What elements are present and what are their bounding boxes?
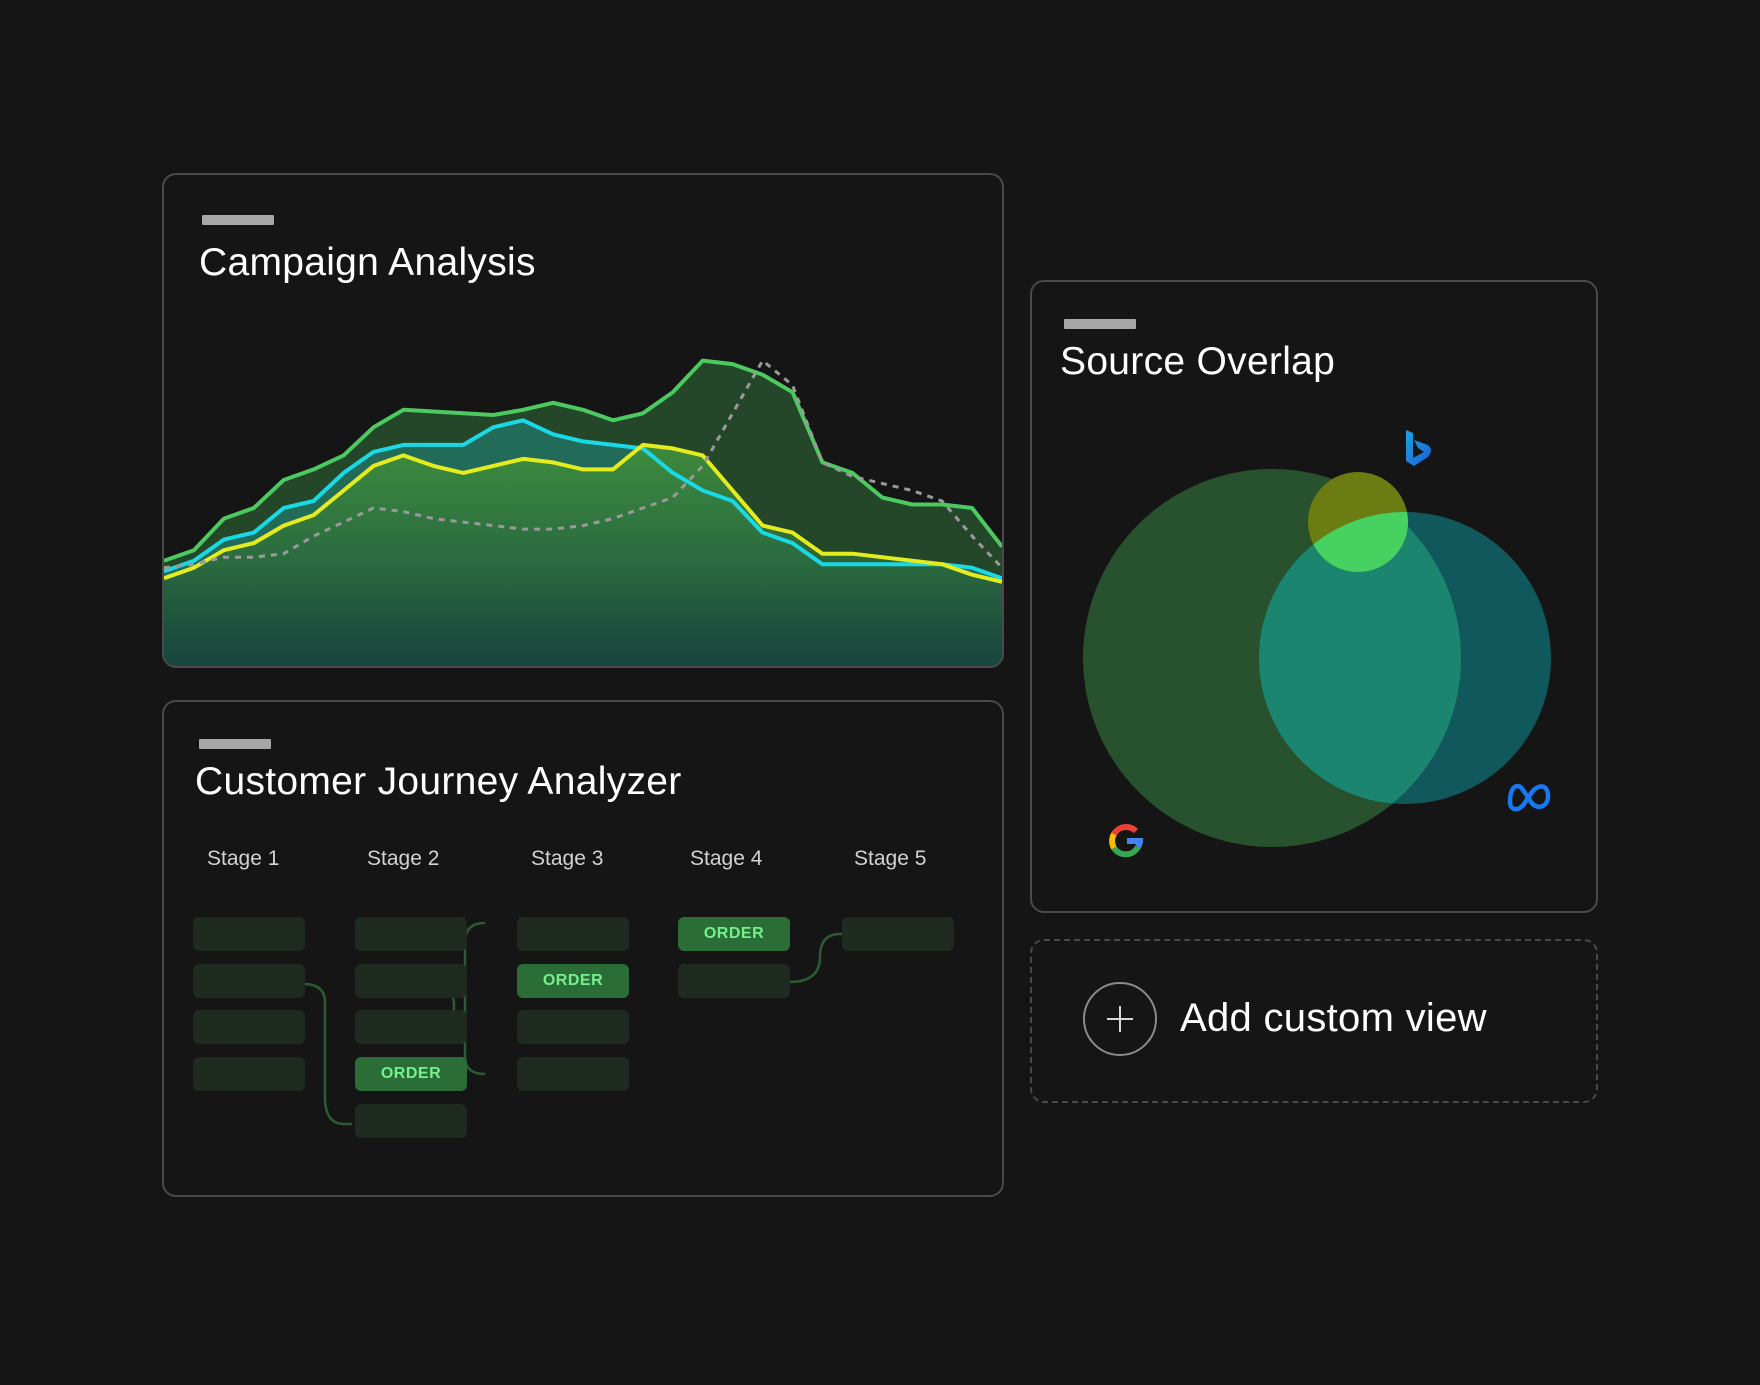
stage-label: Stage 4 [690,847,763,870]
plus-circle-icon[interactable] [1083,982,1157,1056]
series-area [164,444,1002,666]
drag-handle[interactable] [202,215,274,225]
venn-diagram [1083,430,1551,858]
source-overlap-panel[interactable]: Source Overlap [1030,280,1598,913]
stage-label: Stage 2 [367,847,440,870]
journey-step[interactable] [355,1010,467,1044]
series-line [164,418,1002,581]
campaign-line-chart [164,358,1002,666]
journey-step[interactable] [517,917,629,951]
panel-title: Customer Journey Analyzer [195,760,682,803]
stage-label: Stage 3 [531,847,604,870]
order-step[interactable]: ORDER [678,917,790,951]
meta-logo-icon [1507,783,1551,812]
drag-handle[interactable] [199,739,271,749]
journey-step[interactable] [355,964,467,998]
series-line [164,442,1002,584]
journey-step[interactable] [193,1057,305,1091]
campaign-analysis-panel[interactable]: Campaign Analysis [162,173,1004,668]
customer-journey-panel[interactable]: Customer Journey Analyzer Stage 1 Stage … [162,700,1004,1197]
series-line [164,358,1002,563]
journey-step[interactable] [193,917,305,951]
stage-label: Stage 1 [207,847,280,870]
google-logo-icon [1109,824,1144,858]
series-line [164,359,1002,570]
journey-step[interactable] [517,1010,629,1044]
bing-meta-overlap [1308,512,1408,572]
journey-step[interactable] [193,1010,305,1044]
journey-step[interactable] [678,964,790,998]
google-meta-overlap [1259,512,1461,804]
journey-step[interactable] [193,964,305,998]
order-step[interactable]: ORDER [355,1057,467,1091]
stage-label: Stage 5 [854,847,927,870]
drag-handle[interactable] [1064,319,1136,329]
add-custom-view-button[interactable]: Add custom view [1030,939,1598,1103]
panel-title: Source Overlap [1060,340,1336,383]
bing-logo-icon [1406,430,1431,466]
chart-lines [164,358,1002,584]
journey-step[interactable] [355,917,467,951]
chart-areas [164,360,1002,666]
add-custom-view-label: Add custom view [1180,996,1487,1040]
panel-title: Campaign Analysis [199,241,536,284]
order-step[interactable]: ORDER [517,964,629,998]
journey-step[interactable] [517,1057,629,1091]
journey-step[interactable] [355,1104,467,1138]
journey-step[interactable] [842,917,954,951]
